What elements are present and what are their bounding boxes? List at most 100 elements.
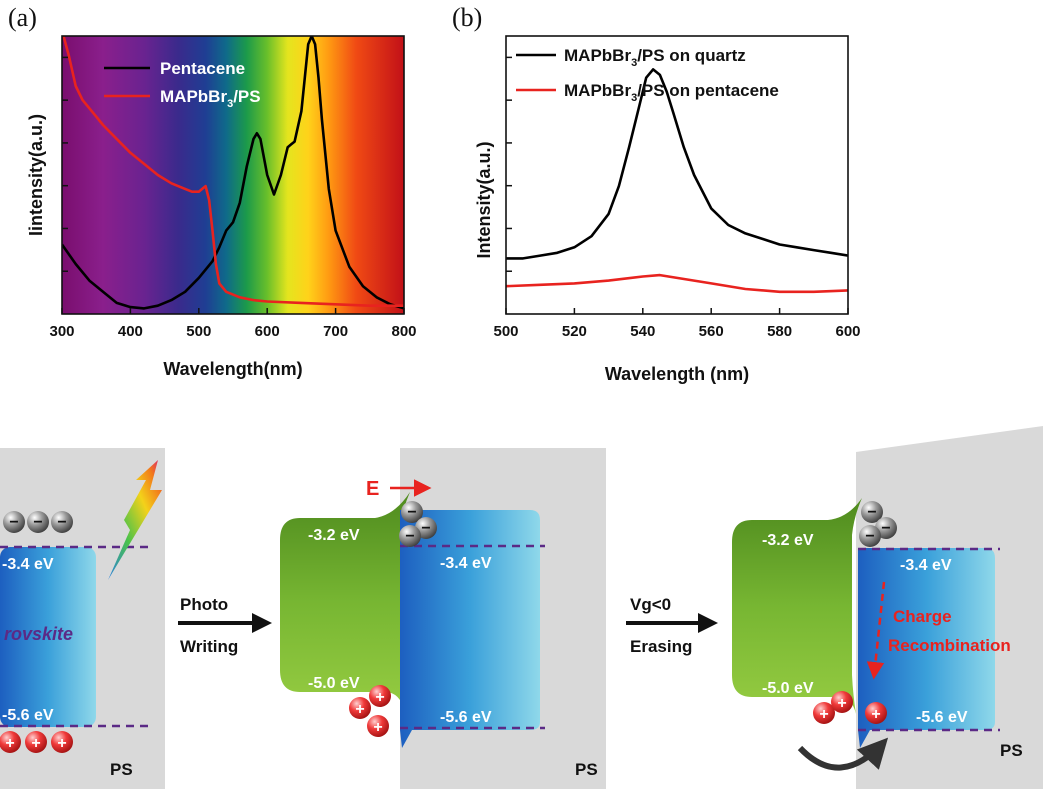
hole-return-arrow-icon [797,737,889,771]
stage2-pentacene-homo-label: -5.0 eV [308,675,360,692]
chart-b-plot-area [506,36,848,314]
stage3-pentacene-homo-label: -5.0 eV [762,680,814,697]
svg-text:+: + [355,701,364,718]
svg-text:+: + [5,735,14,752]
electron-icon: − [3,511,25,533]
stage2-photo-written: -3.2 eV -5.0 eV -3.4 eV -5.6 eV E PS − −… [280,448,606,789]
chart-a-legend: Pentacene MAPbBr3/PS [104,59,261,110]
stage3-erased: -3.2 eV -5.0 eV -3.4 eV -5.6 eV Charge R… [732,426,1043,789]
stage1-material-label: rovskite [4,624,73,644]
recombination-label-line1: Charge [893,607,952,626]
chart-b-xtick-label: 540 [630,323,655,340]
stage2-holes: + + + [349,685,391,737]
chart-b-xtick-label: 600 [835,323,860,340]
stage3-ps-label: PS [1000,741,1023,760]
chart-b-ticks: 500 520 540 560 580 600 [493,56,861,340]
recombination-arrow-icon [866,581,886,680]
stage1-holes: + + + [0,731,73,753]
photo-writing-arrow: Photo Writing [178,595,272,656]
chart-a-spectrum-background [62,36,404,314]
panel-b-label: (b) [452,3,482,32]
stage2-perovskite-cb-label: -3.4 eV [440,555,492,572]
svg-text:−: − [9,514,18,531]
svg-text:+: + [375,689,384,706]
chart-a-xtick-label: 300 [49,323,74,340]
stage2-pentacene-block [280,492,410,712]
chart-b-series-1-line [506,273,848,294]
svg-text:−: − [421,520,430,537]
hole-icon: + [367,715,389,737]
chart-b-frame [505,35,849,315]
chart-a-xtick-label: 500 [186,323,211,340]
svg-text:−: − [881,520,890,537]
stage3-perovskite-cb-label: -3.4 eV [900,557,952,574]
svg-text:+: + [837,695,846,712]
stage1-electrons: − − − [3,511,73,533]
stage3-pentacene-lumo-label: -3.2 eV [762,532,814,549]
svg-text:+: + [871,706,880,723]
legend-a-mapbbr-label: MAPbBr3/PS [160,87,261,110]
stage1-vb-label: -5.6 eV [2,707,54,724]
electron-icon: − [27,511,49,533]
hole-icon: + [865,702,887,724]
hole-icon: + [0,731,21,753]
light-bolt-icon [108,460,162,580]
chart-b-xtick-label: 520 [562,323,587,340]
stage1-cb-label: -3.4 eV [2,556,54,573]
svg-text:−: − [57,514,66,531]
stage2-pentacene-lumo-label: -3.2 eV [308,527,360,544]
svg-text:−: − [407,504,416,521]
chart-a-xtick-label: 600 [255,323,280,340]
stage2-perovskite-vb-label: -5.6 eV [440,709,492,726]
arrow2-top-label: Vg<0 [630,595,671,614]
arrow1-head-icon [252,613,272,633]
chart-a-ylabel: Iintensity(a.u.) [26,114,46,236]
electron-icon: − [401,501,423,523]
chart-b-ylabel: Intensity(a.u.) [474,141,494,258]
chart-b: 500 520 540 560 580 600 Wavelength (nm) Inten… [474,35,861,384]
arrow1-bottom-label: Writing [180,637,238,656]
chart-a: 300 400 500 600 700 800 Wavelength(nm) Iinten… [26,35,417,379]
chart-a-frame [61,35,405,315]
electron-icon: − [861,501,883,523]
legend-a-pentacene-label: Pentacene [160,59,245,78]
chart-a-xlabel: Wavelength(nm) [163,359,302,379]
chart-b-series-layer [506,68,848,294]
chart-a-series-layer [62,36,404,310]
chart-a-xtick-label: 400 [118,323,143,340]
svg-text:+: + [57,735,66,752]
svg-text:−: − [405,528,414,545]
chart-a-xtick-label: 800 [391,323,416,340]
hole-icon: + [831,691,853,713]
chart-a-ticks: 300 400 500 600 700 800 [49,56,417,340]
stage1-dark: -3.4 eV -5.6 eV rovskite PS − − − + + + [0,448,165,789]
legend-b-pentacene-label: MAPbBr3/PS on pentacene [564,81,779,104]
stage3-perovskite-vb-label: -5.6 eV [916,709,968,726]
electron-icon: − [399,525,421,547]
stage2-perovskite-block [400,510,540,748]
electron-icon: − [859,525,881,547]
chart-a-series-1-line [62,36,404,307]
chart-b-xtick-label: 560 [699,323,724,340]
chart-b-xlabel: Wavelength (nm) [605,364,749,384]
electron-icon: − [51,511,73,533]
stage1-perovskite-block [0,547,96,727]
hole-icon: + [369,685,391,707]
stage3-electrons: − − − [859,501,897,547]
svg-text:−: − [867,504,876,521]
hole-icon: + [51,731,73,753]
vg-erasing-arrow: Vg<0 Erasing [626,595,718,656]
band-diagram-schematic: -3.4 eV -5.6 eV rovskite PS − − − + + + … [0,426,1043,789]
chart-a-series-0-line [62,36,404,310]
svg-text:−: − [33,514,42,531]
arrow2-bottom-label: Erasing [630,637,692,656]
stage2-ps-label: PS [575,760,598,779]
stage2-electrons: − − − [399,501,437,547]
svg-text:+: + [819,706,828,723]
chart-b-legend: MAPbBr3/PS on quartz MAPbBr3/PS on penta… [516,46,779,104]
arrow1-top-label: Photo [180,595,228,614]
stage3-holes: + + + [813,691,887,724]
panel-a-label: (a) [8,3,37,32]
chart-b-series-0-line [506,68,848,260]
